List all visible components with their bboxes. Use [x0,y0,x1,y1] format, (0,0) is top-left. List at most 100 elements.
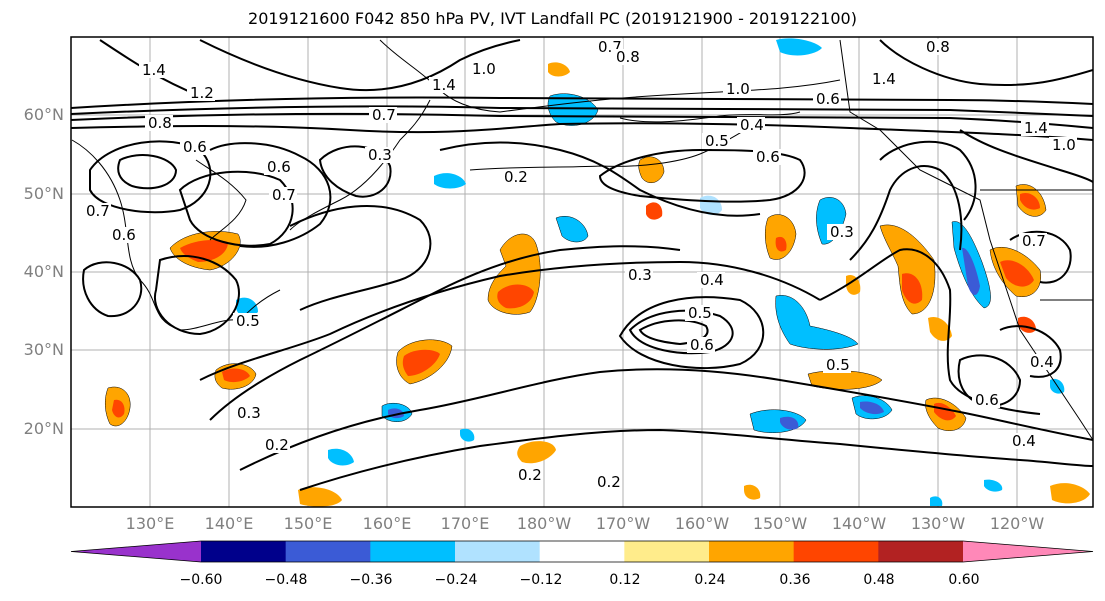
colorbar-tick-label: −0.12 [519,572,563,588]
contour-label-background [823,357,851,373]
positive-anomaly-core [1000,260,1034,287]
contour-label: 0.2 [518,466,542,484]
contour-label: 1.0 [472,60,496,78]
latitude-label: 50°N [23,184,64,203]
contour-label: 1.0 [1052,136,1076,154]
colorbar-tick-label: 0.12 [609,572,641,588]
positive-anomaly-patch [928,316,952,341]
colorbar-outline [70,540,1094,563]
colorbar-extend-max [963,541,1093,562]
positive-anomaly-core [646,202,663,220]
longitude-label: 170°W [595,514,651,533]
contour-label-background [737,117,765,133]
contour-label: 0.8 [926,38,950,56]
contour-label-background [685,305,713,321]
colorbar-tick-label: 0.36 [779,572,811,588]
contour-label: 0.4 [1030,353,1054,371]
colorbar-segment [793,541,879,562]
negative-anomaly-patch [236,297,258,317]
longitude-label: 130°W [910,514,966,533]
positive-anomaly-core [902,273,923,304]
contour-label-background [1027,354,1055,370]
contour-label: 0.6 [975,391,999,409]
contour-label-background [1019,233,1047,249]
contour-label-background [264,159,292,175]
contour-labels: 1.41.20.80.60.60.70.70.60.50.30.20.70.31… [83,38,1077,491]
positive-anomaly-core [222,368,250,383]
colorbar-tick-label: 0.24 [694,572,726,588]
contour-label: 0.7 [272,186,296,204]
contour-label: 0.6 [816,90,840,108]
contour-label: 0.7 [1022,232,1046,250]
contour-label: 0.4 [740,116,764,134]
contour-label: 0.5 [688,304,712,322]
contour-label: 0.4 [1012,432,1036,450]
contour-label-background [262,437,290,453]
colorbar-tick-label: −0.24 [434,572,478,588]
colorbar-segment [455,541,541,562]
contour-label: 0.8 [616,48,640,66]
contour-label-background [187,85,215,101]
contour-label-background [429,77,457,93]
contour-label: 0.3 [368,146,392,164]
longitude-label: 150°E [283,514,333,533]
contour-label: 0.7 [372,106,396,124]
positive-anomaly-core [497,284,534,309]
colorbar-tick-label: 0.48 [863,572,895,588]
contour-label-background [869,71,897,87]
contour-label: 0.2 [265,436,289,454]
positive-anomaly-patch [744,484,761,500]
longitude-label: 130°E [125,514,175,533]
contour-label: 0.4 [700,271,724,289]
contour-label-background [972,392,1000,408]
colorbar-segment [201,541,287,562]
longitude-label: 160°E [362,514,412,533]
positive-anomaly-patch [298,487,342,507]
latitude-label: 40°N [23,262,64,281]
contour-label: 0.3 [628,266,652,284]
colorbar-segment [285,541,371,562]
colorbar [70,540,1094,563]
longitude-label: 160°W [674,514,730,533]
contour-label-background [1009,433,1037,449]
colorbar-segment [370,541,456,562]
contour-label: 0.2 [597,473,621,491]
contour-label: 1.4 [1024,119,1048,137]
negative-anomaly-core [780,416,799,430]
positive-anomaly-core [112,399,125,418]
contour-label-background [501,169,529,185]
positive-anomaly-patch [548,62,570,77]
longitude-label: 140°E [204,514,254,533]
contour-label-background [1049,137,1077,153]
contour-label: 0.2 [504,168,528,186]
latitude-label: 20°N [23,419,64,438]
positive-anomaly-core [402,349,440,376]
contour-label-background [723,81,751,97]
contour-label: 1.4 [142,61,166,79]
contour-label: 0.6 [756,148,780,166]
contour-label-background [234,405,262,421]
negative-anomaly-patch [984,479,1003,492]
contour-label-background [687,337,715,353]
contour-label-background [515,467,543,483]
contour-label-background [365,147,393,163]
negative-anomaly-patch [930,496,943,506]
contour-label: 1.4 [872,70,896,88]
negative-anomaly-patch [775,295,859,350]
contour-label-background [702,133,730,149]
colorbar-tick-label: −0.60 [179,572,223,588]
contour-label-background [233,313,261,329]
colorbar-extend-min [71,541,201,562]
contour-label-background [923,39,951,55]
negative-anomaly-patch [434,173,466,189]
negative-anomaly-core [860,401,884,415]
contour-label-background [469,61,497,77]
latitude-label: 30°N [23,340,64,359]
contour-label-background [827,224,855,240]
contour-label-background [145,115,173,131]
contour-label: 0.6 [112,226,136,244]
contour-label-background [1021,120,1049,136]
negative-anomaly-core [962,247,980,295]
longitude-label: 150°W [752,514,808,533]
